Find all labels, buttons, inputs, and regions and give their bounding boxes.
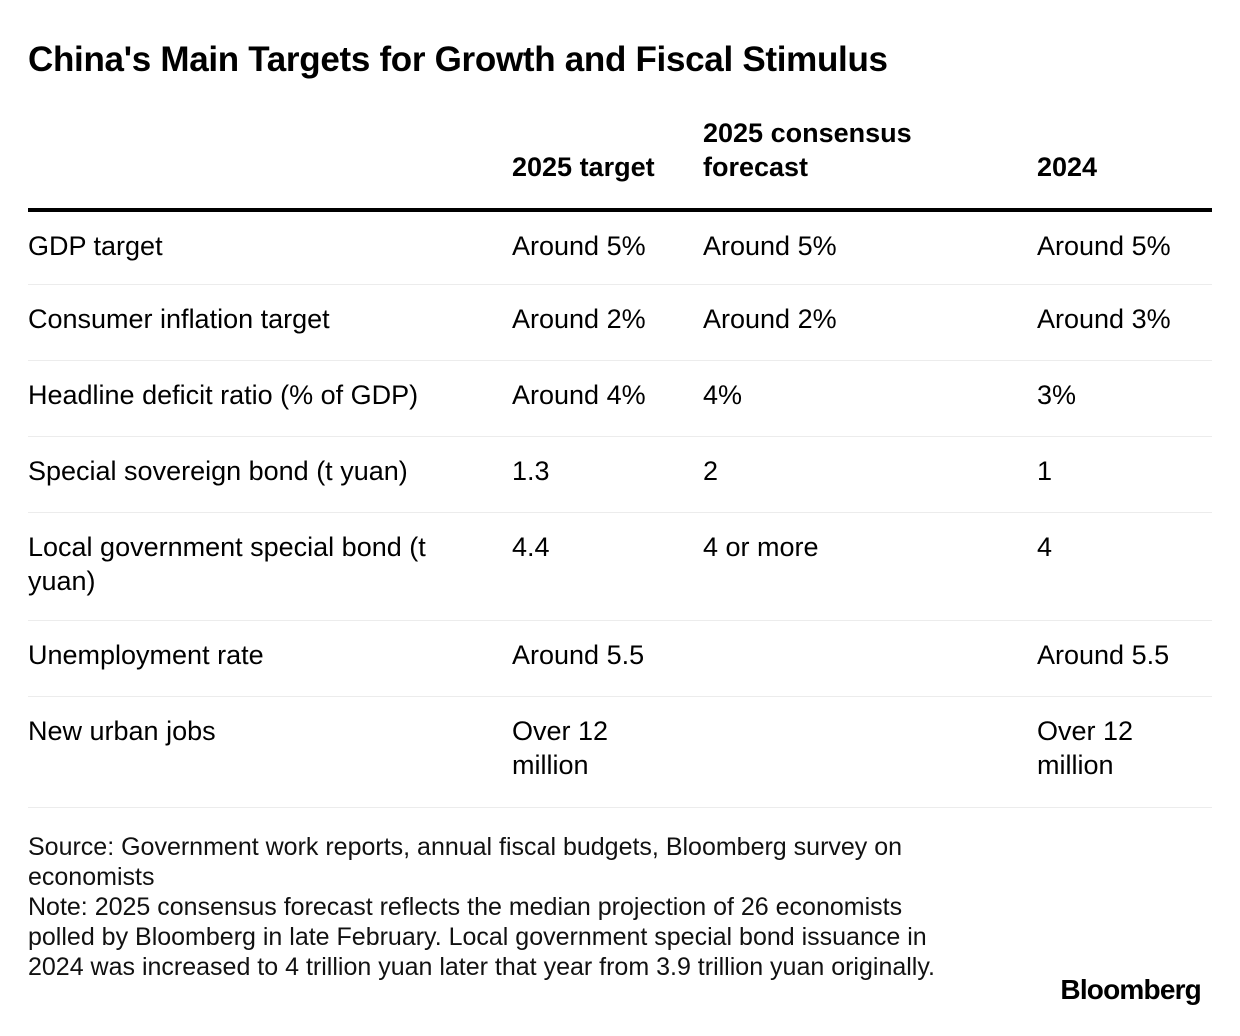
- table-header: 2025 target 2025 consensus forecast 2024: [28, 112, 1212, 212]
- column-header-2024: 2024: [1037, 152, 1098, 182]
- cell-2024: Around 3%: [1037, 304, 1171, 334]
- cell-2024: 3%: [1037, 380, 1077, 410]
- cell-2025-consensus: 2: [703, 456, 719, 486]
- cell-2025-consensus: 4 or more: [703, 532, 819, 562]
- table-row: Special sovereign bond (t yuan) 1.3 2 1: [28, 437, 1212, 513]
- row-label: Local government special bond (t yuan): [28, 532, 426, 596]
- chart-footer: Source: Government work reports, annual …: [28, 832, 973, 982]
- cell-2025-consensus: Around 2%: [703, 304, 837, 334]
- bloomberg-logo: Bloomberg: [1060, 974, 1201, 1005]
- row-label: Unemployment rate: [28, 640, 264, 670]
- table-body: GDP target Around 5% Around 5% Around 5%…: [28, 212, 1212, 808]
- cell-2025-target: 4.4: [512, 532, 550, 562]
- row-label: Consumer inflation target: [28, 304, 330, 334]
- methodology-note: Note: 2025 consensus forecast reflects t…: [28, 893, 935, 981]
- table-row: GDP target Around 5% Around 5% Around 5%: [28, 212, 1212, 285]
- cell-2024: 1: [1037, 456, 1053, 486]
- cell-2025-target: Around 2%: [512, 304, 646, 334]
- cell-2025-target: Around 4%: [512, 380, 646, 410]
- table-row: Local government special bond (t yuan) 4…: [28, 513, 1212, 621]
- cell-2024: Around 5%: [1037, 231, 1171, 261]
- row-label: GDP target: [28, 231, 163, 261]
- cell-2024: 4: [1037, 532, 1053, 562]
- cell-2025-target: 1.3: [512, 456, 550, 486]
- table-row: Headline deficit ratio (% of GDP) Around…: [28, 361, 1212, 437]
- row-label: New urban jobs: [28, 716, 216, 746]
- table-row: Unemployment rate Around 5.5 Around 5.5: [28, 621, 1212, 697]
- chart-title: China's Main Targets for Growth and Fisc…: [28, 40, 888, 79]
- chart-page: China's Main Targets for Growth and Fisc…: [28, 0, 1212, 1036]
- cell-2024: Around 5.5: [1037, 640, 1170, 670]
- table-row: Consumer inflation target Around 2% Arou…: [28, 285, 1212, 361]
- column-header-2025-target: 2025 target: [512, 152, 655, 182]
- cell-2025-target: Around 5.5: [512, 640, 645, 670]
- cell-2024: Over 12 million: [1037, 716, 1134, 780]
- row-label: Headline deficit ratio (% of GDP): [28, 380, 419, 410]
- table-row: New urban jobs Over 12 million Over 12 m…: [28, 697, 1212, 808]
- cell-2025-consensus: 4%: [703, 380, 743, 410]
- cell-2025-consensus: Around 5%: [703, 231, 837, 261]
- source-note: Source: Government work reports, annual …: [28, 833, 903, 891]
- row-label: Special sovereign bond (t yuan): [28, 456, 408, 486]
- column-header-2025-consensus: 2025 consensus forecast: [703, 118, 912, 182]
- cell-2025-target: Around 5%: [512, 231, 646, 261]
- cell-2025-target: Over 12 million: [512, 716, 609, 780]
